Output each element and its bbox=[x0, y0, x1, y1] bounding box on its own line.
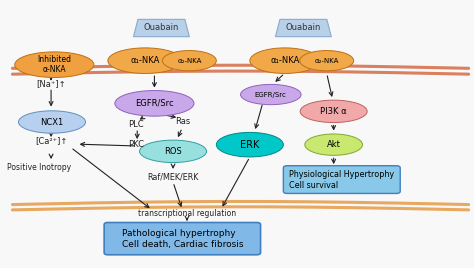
Text: Pathological hypertrophy
Cell death, Cardiac fibrosis: Pathological hypertrophy Cell death, Car… bbox=[122, 229, 243, 249]
Ellipse shape bbox=[300, 51, 354, 71]
Text: Ras: Ras bbox=[175, 117, 190, 126]
Ellipse shape bbox=[18, 111, 85, 133]
Ellipse shape bbox=[300, 100, 367, 122]
Text: PI3K α: PI3K α bbox=[320, 107, 347, 116]
Text: ROS: ROS bbox=[164, 147, 182, 156]
Ellipse shape bbox=[108, 48, 182, 73]
Text: α₂-NKA: α₂-NKA bbox=[177, 58, 201, 64]
Text: PLC: PLC bbox=[128, 120, 144, 129]
Ellipse shape bbox=[305, 134, 363, 155]
Ellipse shape bbox=[216, 132, 283, 157]
Text: Inhibited
α-NKA: Inhibited α-NKA bbox=[37, 55, 71, 74]
Text: transcriptional regulation: transcriptional regulation bbox=[138, 210, 236, 218]
Text: Ouabain: Ouabain bbox=[144, 23, 179, 32]
Ellipse shape bbox=[250, 48, 319, 73]
Text: [Na⁺]↑: [Na⁺]↑ bbox=[36, 79, 66, 88]
FancyBboxPatch shape bbox=[283, 166, 400, 193]
Text: EGFR/Src: EGFR/Src bbox=[255, 92, 287, 98]
FancyBboxPatch shape bbox=[104, 222, 261, 255]
Text: ERK: ERK bbox=[240, 140, 260, 150]
Ellipse shape bbox=[115, 91, 194, 116]
Polygon shape bbox=[275, 19, 331, 37]
Text: Ouabain: Ouabain bbox=[286, 23, 321, 32]
Polygon shape bbox=[134, 19, 189, 37]
Text: α₂-NKA: α₂-NKA bbox=[314, 58, 339, 64]
Text: PKC: PKC bbox=[128, 140, 144, 149]
Text: NCX1: NCX1 bbox=[40, 117, 64, 126]
Text: Physiological Hypertrophy
Cell survival: Physiological Hypertrophy Cell survival bbox=[289, 170, 394, 190]
Text: α₁-NKA: α₁-NKA bbox=[130, 56, 160, 65]
Text: α₁-NKA: α₁-NKA bbox=[270, 56, 300, 65]
Text: Positive Inotropy: Positive Inotropy bbox=[8, 163, 72, 172]
Text: Raf/MEK/ERK: Raf/MEK/ERK bbox=[147, 172, 199, 181]
Text: EGFR/Src: EGFR/Src bbox=[135, 99, 174, 108]
Text: Akt: Akt bbox=[327, 140, 341, 149]
Ellipse shape bbox=[139, 140, 207, 162]
Ellipse shape bbox=[15, 52, 94, 77]
Ellipse shape bbox=[240, 84, 301, 105]
Ellipse shape bbox=[162, 51, 216, 71]
Text: [Ca²⁺]↑: [Ca²⁺]↑ bbox=[35, 136, 67, 145]
